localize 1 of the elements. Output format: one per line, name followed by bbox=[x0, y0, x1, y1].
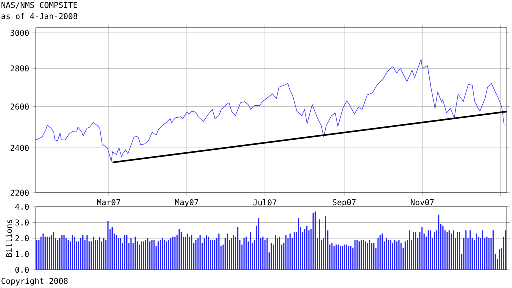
line-series bbox=[36, 59, 505, 162]
